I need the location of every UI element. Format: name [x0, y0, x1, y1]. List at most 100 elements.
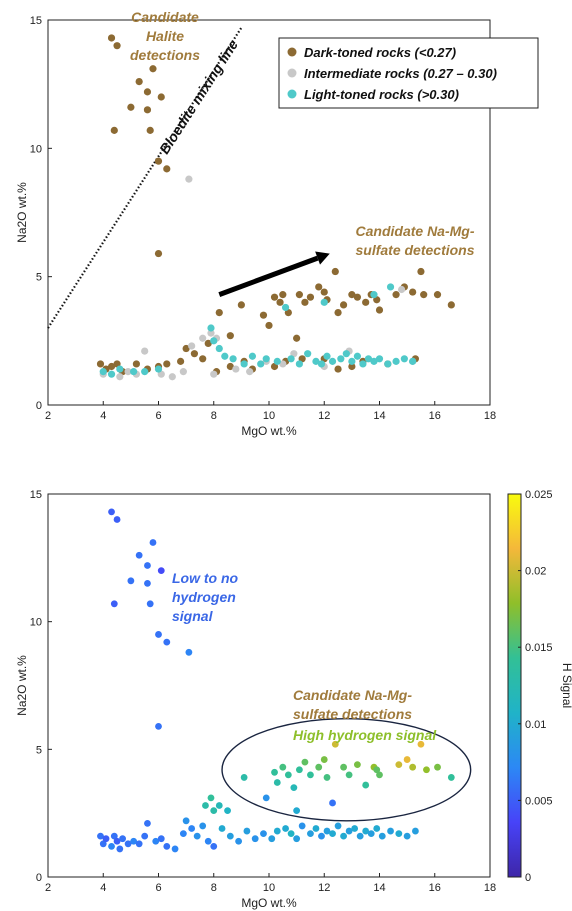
data-point: [207, 324, 215, 332]
data-point: [409, 357, 417, 365]
data-point: [188, 342, 196, 350]
data-point: [199, 334, 207, 342]
data-point: [323, 352, 331, 360]
y-tick-label: 0: [36, 872, 42, 884]
legend-marker-dark: [287, 47, 297, 57]
data-point: [135, 840, 143, 848]
data-point: [215, 344, 223, 353]
low-signal-annotation-line-2: hydrogen: [172, 589, 236, 605]
data-point: [312, 357, 320, 365]
y-tick-label: 5: [36, 744, 42, 756]
data-point: [409, 763, 417, 771]
data-point: [367, 830, 375, 837]
data-point: [116, 845, 124, 853]
data-point: [240, 360, 248, 368]
data-point: [356, 832, 364, 840]
top-scatter-panel: 2 4 6 8 10 12 14 16 18 0 5 10 15 MgO wt.% Na2O wt.%…: [15, 9, 539, 438]
data-point: [182, 344, 190, 353]
data-point: [135, 78, 143, 86]
data-point: [235, 837, 243, 845]
data-point: [417, 267, 425, 276]
colorbar-tick-label: 0.005: [525, 795, 553, 807]
data-point: [232, 365, 240, 373]
data-point: [293, 835, 301, 843]
data-point: [417, 740, 425, 748]
data-point: [295, 291, 303, 299]
data-point: [154, 249, 163, 258]
data-point: [320, 756, 328, 763]
data-point: [354, 761, 361, 769]
data-point: [348, 362, 356, 371]
x-tick-label: 8: [211, 882, 217, 894]
legend-box: [278, 37, 539, 109]
data-point: [279, 291, 287, 299]
data-point: [376, 771, 383, 779]
data-point: [348, 291, 356, 299]
data-point: [210, 842, 218, 850]
data-point: [345, 827, 353, 835]
x-tick-label: 6: [155, 882, 161, 894]
data-point: [340, 832, 347, 840]
data-point: [257, 360, 265, 368]
data-point: [301, 758, 309, 766]
data-point: [306, 293, 315, 301]
data-point: [281, 303, 290, 312]
data-point: [320, 298, 328, 306]
data-point: [378, 832, 386, 840]
colorbar-tick-label: 0: [525, 872, 531, 884]
data-point: [260, 830, 267, 837]
data-point: [210, 370, 218, 378]
y-tick-label: 15: [30, 489, 42, 501]
data-point: [433, 291, 442, 299]
colorbar: 0 0.005 0.01 0.015 0.02 0.025 H Signal: [507, 489, 572, 884]
data-point: [373, 825, 381, 832]
data-point: [152, 837, 160, 845]
data-point: [395, 830, 403, 837]
data-point: [370, 357, 378, 365]
legend-label-intermediate: Intermediate rocks (0.27 – 0.30): [304, 66, 497, 81]
data-point: [99, 368, 107, 376]
data-point: [190, 350, 199, 358]
x-tick-label: 4: [100, 410, 106, 422]
x-tick-label: 16: [429, 410, 441, 422]
data-point: [215, 802, 223, 809]
data-point: [226, 362, 234, 371]
data-point: [315, 283, 323, 291]
data-point: [141, 347, 149, 355]
data-point: [403, 832, 411, 840]
data-point: [224, 807, 231, 815]
data-point: [279, 360, 287, 368]
data-point: [386, 283, 395, 291]
data-point: [301, 298, 309, 306]
data-point: [273, 357, 281, 365]
data-point: [268, 835, 276, 843]
data-point: [182, 817, 190, 825]
x-tick-label: 12: [318, 410, 330, 422]
trend-arrow: [218, 255, 319, 297]
x-tick-label: 14: [373, 410, 385, 422]
data-point: [185, 648, 193, 656]
legend: Dark-toned rocks (<0.27) Intermediate ro…: [278, 37, 539, 109]
top-x-axis-label: MgO wt.%: [241, 424, 297, 438]
data-point: [116, 365, 124, 373]
data-point: [210, 337, 218, 345]
data-point: [124, 840, 132, 848]
data-point: [312, 825, 320, 832]
data-point: [375, 355, 384, 363]
data-point: [144, 819, 151, 827]
data-point: [398, 285, 406, 294]
data-point: [351, 825, 359, 832]
data-point: [345, 771, 353, 779]
data-point: [334, 309, 342, 317]
data-point: [262, 794, 270, 802]
data-point: [331, 267, 339, 276]
data-point: [163, 842, 171, 850]
data-point: [342, 350, 350, 358]
data-point: [323, 774, 331, 781]
data-point: [107, 34, 116, 42]
data-point: [240, 774, 248, 781]
high-signal-annotation: High hydrogen signal: [293, 727, 437, 743]
data-point: [204, 837, 212, 845]
data-point: [135, 551, 143, 559]
